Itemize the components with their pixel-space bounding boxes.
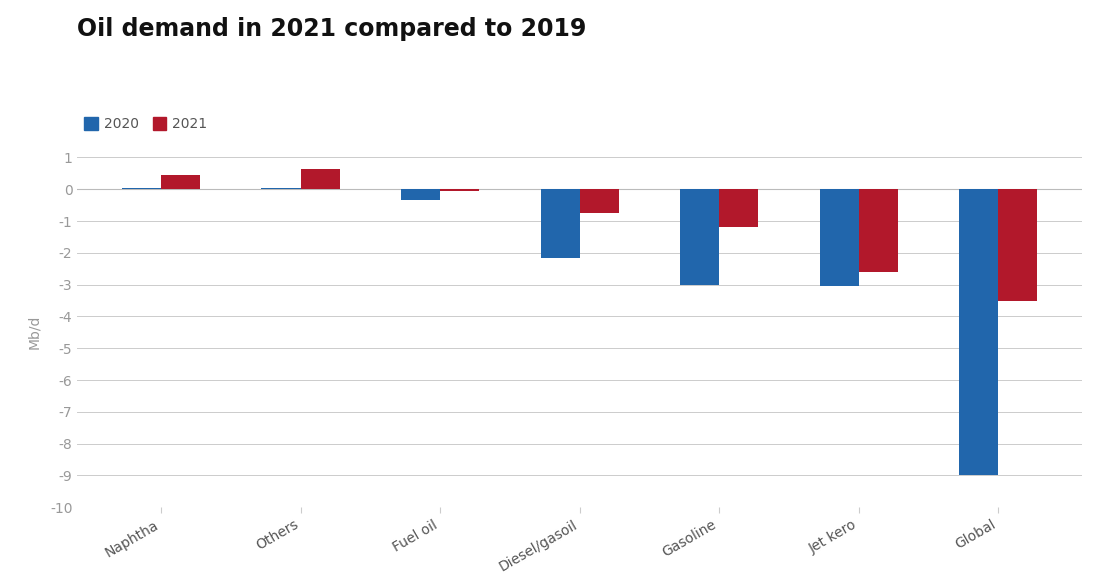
Bar	[300, 168, 340, 189]
Bar	[401, 189, 440, 201]
Y-axis label: Mb/d: Mb/d	[28, 315, 42, 349]
Bar	[262, 188, 300, 189]
Bar	[580, 189, 618, 213]
Bar	[541, 189, 580, 258]
Legend: 2020, 2021: 2020, 2021	[78, 112, 213, 137]
Text: Oil demand in 2021 compared to 2019: Oil demand in 2021 compared to 2019	[77, 17, 586, 41]
Bar	[680, 189, 719, 285]
Bar	[440, 189, 479, 191]
Bar	[998, 189, 1038, 300]
Bar	[859, 189, 898, 272]
Bar	[719, 189, 758, 227]
Bar	[161, 175, 200, 189]
Bar	[121, 188, 161, 189]
Bar	[819, 189, 859, 286]
Bar	[959, 189, 998, 475]
